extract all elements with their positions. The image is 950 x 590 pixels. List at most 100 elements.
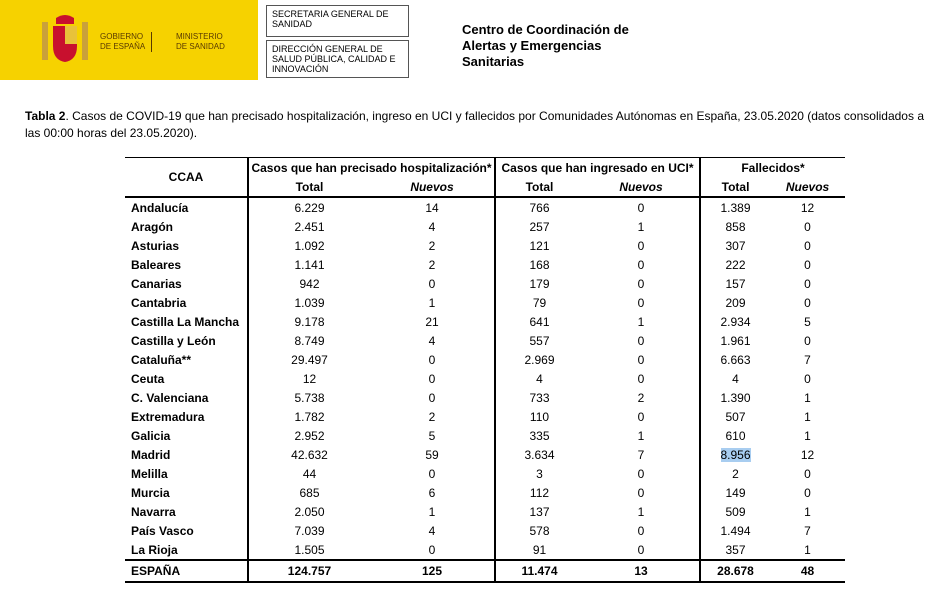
cell: 0: [770, 236, 845, 255]
region-cell: Castilla y León: [125, 331, 248, 350]
cell-text: 121: [529, 238, 550, 253]
cell-text: 8.956: [720, 447, 751, 462]
cell: 0: [583, 540, 700, 560]
data-row: Melilla 44 0 3 0 2 0: [125, 464, 845, 483]
cell: 2.934: [699, 312, 771, 331]
cell: 149: [699, 483, 771, 502]
cell-text: 0: [428, 371, 436, 386]
cell-text: 1: [637, 428, 645, 443]
data-row: Baleares 1.141 2 168 0 222 0: [125, 255, 845, 274]
cell-text: 0: [804, 333, 811, 348]
cell-text: 0: [804, 371, 811, 386]
cell-text: 1.782: [294, 409, 325, 424]
subheader: Nuevos: [410, 179, 454, 194]
cell-text: 0: [637, 200, 645, 215]
data-row: La Rioja 1.505 0 91 0 357 1: [125, 540, 845, 560]
cell: 1: [583, 217, 700, 236]
cell: 157: [699, 274, 771, 293]
cell: 2.050: [247, 502, 370, 521]
cell: 5.738: [247, 388, 370, 407]
cell: 578: [494, 521, 583, 540]
cell: 28.678: [699, 560, 771, 582]
region-cell: Cataluña**: [125, 350, 248, 369]
cell: 59: [370, 445, 495, 464]
cell: 7: [583, 445, 700, 464]
data-row: País Vasco 7.039 4 578 0 1.494 7: [125, 521, 845, 540]
cell-text: Murcia: [131, 485, 170, 500]
region-cell: Baleares: [125, 255, 248, 274]
data-row: Cantabria 1.039 1 79 0 209 0: [125, 293, 845, 312]
cell-text: 137: [529, 504, 550, 519]
cell: 0: [583, 350, 700, 369]
cell-text: 112: [529, 485, 550, 500]
cell: 1.390: [699, 388, 771, 407]
cell: 1.782: [247, 407, 370, 426]
data-row: Asturias 1.092 2 121 0 307 0: [125, 236, 845, 255]
cell: 0: [583, 407, 700, 426]
cell: 79: [494, 293, 583, 312]
text: GOBIERNO: [100, 32, 144, 41]
cell-text: 1: [428, 504, 436, 519]
subheader: Total: [247, 177, 370, 197]
cell: 3.634: [494, 445, 583, 464]
cell: 2.451: [247, 217, 370, 236]
text: Centro de Coordinación de: [462, 22, 629, 37]
cell-text: 28.678: [717, 564, 754, 578]
cell-text: 2: [428, 409, 436, 424]
cell-text: 1: [804, 542, 811, 557]
cell: 21: [370, 312, 495, 331]
cell-text: 0: [637, 333, 645, 348]
data-row: Madrid 42.632 59 3.634 7 8.956 12: [125, 445, 845, 464]
cell-text: País Vasco: [131, 523, 194, 538]
cell: 335: [494, 426, 583, 445]
cell-text: 6.229: [294, 200, 325, 215]
cell-text: 335: [529, 428, 550, 443]
cell: 0: [370, 464, 495, 483]
cell-text: 12: [800, 200, 815, 215]
subheader-row: Total Nuevos Total Nuevos Total Nuevos: [125, 177, 846, 197]
cell: 507: [699, 407, 771, 426]
subheader: Nuevos: [619, 179, 663, 194]
cell: 2: [370, 407, 495, 426]
cell-text: Extremadura: [131, 409, 205, 424]
cell: 0: [583, 464, 700, 483]
region-cell: Cantabria: [125, 293, 248, 312]
cell-text: 48: [800, 564, 815, 578]
cell-text: Asturias: [131, 238, 180, 253]
cell: 1.494: [699, 521, 771, 540]
cell: 2: [370, 236, 495, 255]
data-row: C. Valenciana 5.738 0 733 2 1.390 1: [125, 388, 845, 407]
cell-text: 509: [725, 504, 746, 519]
cell: 0: [370, 388, 495, 407]
cell-text: 7: [804, 352, 811, 367]
cell-text: 1.039: [294, 295, 325, 310]
cell: 2.969: [494, 350, 583, 369]
region-cell: Canarias: [125, 274, 248, 293]
cell: 610: [699, 426, 771, 445]
cell: 4: [494, 369, 583, 388]
cell: 1: [770, 540, 845, 560]
cell-text: 2: [428, 257, 436, 272]
cell: 29.497: [247, 350, 370, 369]
cell-text: Cataluña**: [131, 352, 192, 367]
cell: 1.389: [699, 197, 771, 217]
logo-text-left: GOBIERNO DE ESPAÑA: [100, 32, 153, 52]
cell-text: 4: [428, 333, 436, 348]
region-cell: Madrid: [125, 445, 248, 464]
subheader: Total: [699, 177, 771, 197]
region-cell: Asturias: [125, 236, 248, 255]
cell-text: 942: [299, 276, 320, 291]
region-cell: Aragón: [125, 217, 248, 236]
cell: 0: [583, 274, 700, 293]
cell: 0: [370, 350, 495, 369]
cell: 12: [247, 369, 370, 388]
region-cell: Andalucía: [125, 197, 248, 217]
cell: 6.229: [247, 197, 370, 217]
data-row: Extremadura 1.782 2 110 0 507 1: [125, 407, 845, 426]
cell-text: 0: [637, 542, 645, 557]
logo-text-right: MINISTERIO DE SANIDAD: [176, 32, 225, 52]
cell: 0: [370, 274, 495, 293]
data-row: Cataluña** 29.497 0 2.969 0 6.663 7: [125, 350, 845, 369]
region-cell: C. Valenciana: [125, 388, 248, 407]
